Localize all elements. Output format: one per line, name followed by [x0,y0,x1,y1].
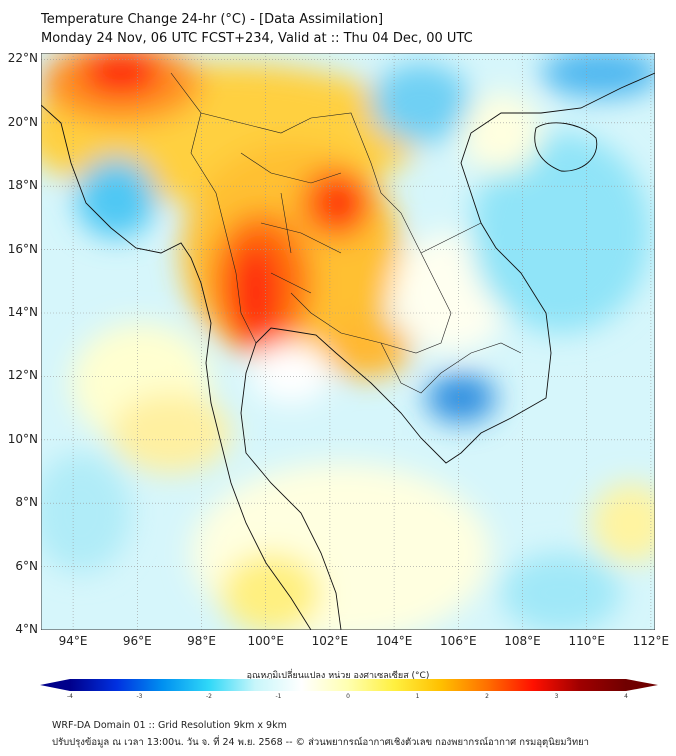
colorbar-tick: 4 [624,693,628,700]
country-borders [170,72,522,394]
chart-subtitle: Monday 24 Nov, 06 UTC FCST+234, Valid at… [41,31,473,46]
lat-label: 8°N [15,495,38,510]
chart-title: Temperature Change 24-hr (°C) - [Data As… [41,12,384,27]
temperature-change-map [41,53,655,630]
lon-label: 110°E [568,634,605,648]
graticule [41,53,655,630]
colorbar-tick: 2 [485,693,489,700]
lat-label: 14°N [7,305,38,319]
lon-label: 100°E [247,634,284,648]
colorbar-tick: -2 [206,693,212,700]
lon-label: 94°E [58,634,88,648]
footer-credits: ปรับปรุงข้อมูล ณ เวลา 13:00น. วัน จ. ที่… [52,737,590,748]
lat-label: 22°N [7,51,38,66]
lon-label: 108°E [504,634,541,648]
colorbar-label: อุณหภูมิเปลี่ยนแปลง หน่วย องศาเซลเซียส (… [246,671,430,681]
colorbar-tick: -4 [67,693,73,700]
colorbar-tick: 0 [346,693,350,700]
coastlines [41,53,655,630]
lat-label: 4°N [15,622,38,636]
lat-label: 10°N [7,431,38,446]
lat-label: 16°N [7,241,38,256]
lon-label: 112°E [632,634,670,648]
colorbar-tick: 3 [554,693,559,700]
lon-label: 102°E [311,634,349,648]
colorbar-tick: -3 [136,693,143,700]
colorbar-max-arrow [626,679,658,691]
footer-model-info: WRF-DA Domain 01 :: Grid Resolution 9km … [52,720,287,731]
colorbar-gradient [70,679,626,691]
lon-label: 98°E [187,634,216,648]
lon-label: 104°E [375,634,413,648]
colorbar [40,679,658,691]
colorbar-tick: 1 [415,693,420,700]
colorbar-min-arrow [40,679,70,691]
lat-label: 6°N [15,558,38,573]
lat-label: 18°N [7,178,38,193]
lat-label: 12°N [7,368,38,383]
lon-label: 96°E [122,634,152,648]
colorbar-tick: -1 [275,693,282,700]
lon-label: 106°E [440,634,477,648]
lat-label: 20°N [7,114,38,129]
